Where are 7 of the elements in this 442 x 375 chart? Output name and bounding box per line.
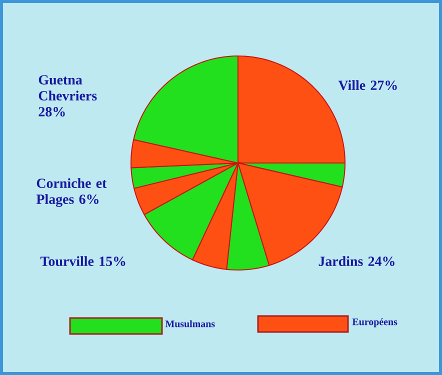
text: Corniche et Plages 6% bbox=[36, 178, 107, 207]
text: Jardins 24% bbox=[318, 256, 394, 266]
text: Européens bbox=[352, 318, 398, 328]
text: Ville 27% bbox=[338, 80, 397, 90]
text: Tourville 15% bbox=[40, 256, 126, 266]
text: Guetna Chevriers 28% bbox=[38, 75, 97, 116]
text: Musulmans bbox=[165, 320, 215, 328]
